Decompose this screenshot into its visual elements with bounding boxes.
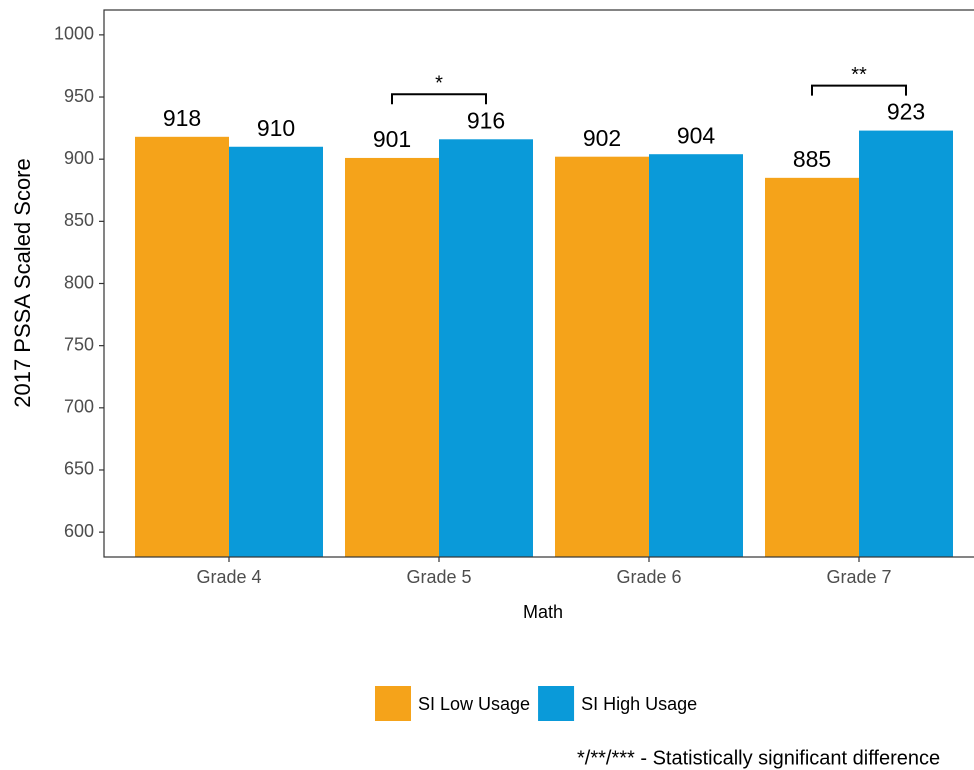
bar bbox=[859, 130, 953, 558]
value-label: 902 bbox=[583, 125, 621, 151]
y-tick-label: 800 bbox=[64, 272, 94, 292]
significance-bracket bbox=[811, 84, 907, 96]
footnote: */**/*** - Statistically significant dif… bbox=[577, 747, 940, 769]
bar bbox=[765, 177, 859, 558]
y-tick-label: 750 bbox=[64, 334, 94, 354]
bar bbox=[135, 136, 229, 557]
bar bbox=[439, 139, 533, 558]
value-label: 901 bbox=[373, 126, 411, 152]
x-tick-label: Grade 6 bbox=[616, 567, 681, 587]
bar bbox=[555, 156, 649, 558]
value-label: 918 bbox=[163, 105, 201, 131]
bar bbox=[229, 146, 323, 557]
bar bbox=[345, 157, 439, 557]
x-tick-label: Grade 5 bbox=[406, 567, 471, 587]
significance-label: ** bbox=[851, 64, 867, 86]
y-axis-title: 2017 PSSA Scaled Score bbox=[10, 158, 35, 408]
value-label: 916 bbox=[467, 107, 505, 133]
significance-bracket bbox=[391, 93, 487, 105]
legend-label: SI High Usage bbox=[581, 694, 697, 714]
legend-swatch bbox=[538, 686, 575, 721]
y-tick-label: 1000 bbox=[54, 24, 94, 44]
bar bbox=[649, 154, 743, 557]
panel-border bbox=[103, 9, 974, 558]
value-label: 910 bbox=[257, 115, 295, 141]
value-label: 885 bbox=[793, 146, 831, 172]
value-label: 904 bbox=[677, 122, 716, 148]
y-tick-label: 950 bbox=[64, 86, 94, 106]
y-tick-label: 650 bbox=[64, 459, 94, 479]
y-tick-label: 900 bbox=[64, 148, 94, 168]
y-tick-label: 600 bbox=[64, 521, 94, 541]
x-axis-title: Math bbox=[523, 602, 563, 622]
y-tick-label: 850 bbox=[64, 210, 94, 230]
value-label: 923 bbox=[887, 99, 925, 125]
legend-swatch bbox=[375, 686, 411, 721]
significance-label: * bbox=[435, 73, 443, 95]
x-tick-label: Grade 7 bbox=[826, 567, 891, 587]
legend-label: SI Low Usage bbox=[418, 694, 530, 714]
x-tick-label: Grade 4 bbox=[196, 567, 261, 587]
y-tick-label: 700 bbox=[64, 397, 94, 417]
